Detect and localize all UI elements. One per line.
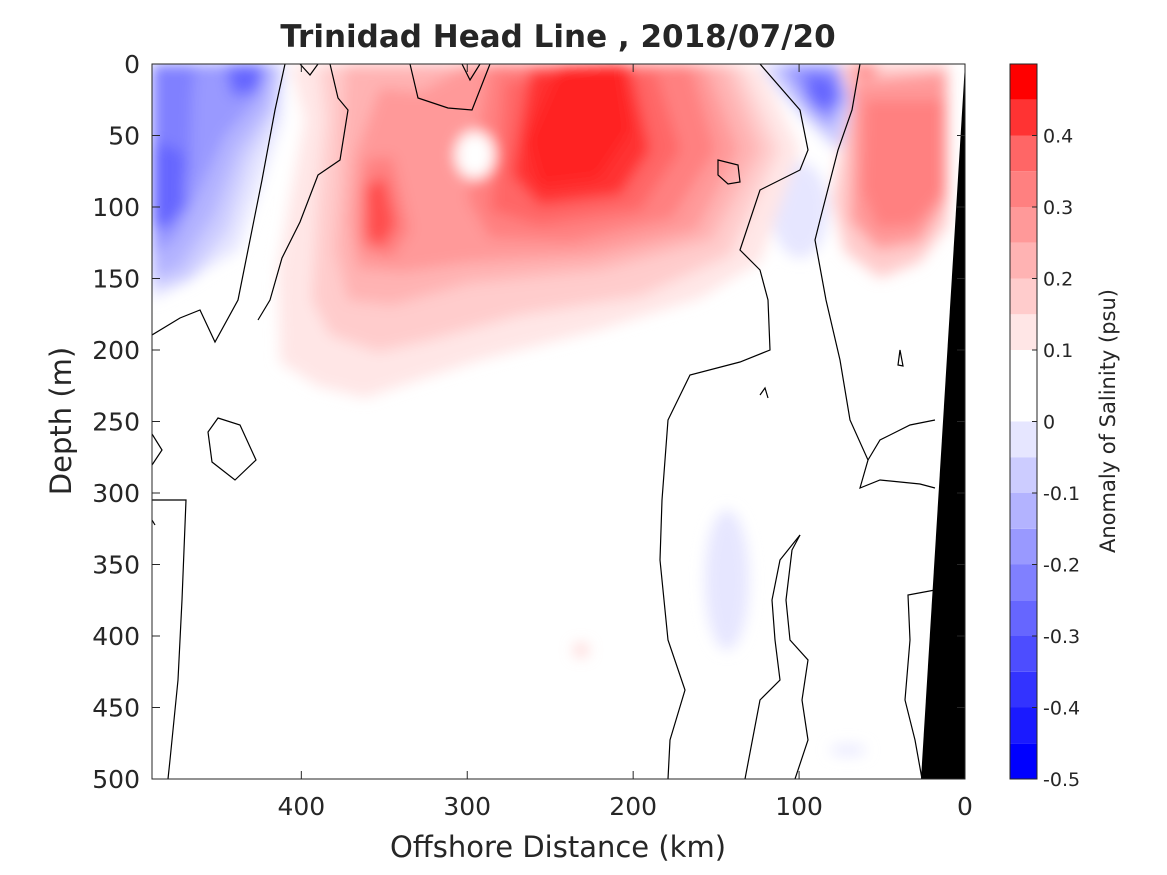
zero-contour-16	[904, 589, 936, 779]
zero-contour-4	[409, 64, 491, 111]
colorbar-tick-label-2: -0.3	[1043, 626, 1080, 648]
chart-title: Trinidad Head Line , 2018/07/20	[280, 19, 835, 55]
zero-contour-3	[257, 64, 349, 321]
bathymetry-seafloor	[921, 64, 965, 779]
y-tick-label-450: 450	[92, 694, 140, 723]
zero-contour-ring-2	[717, 159, 741, 185]
x-tick-label-300: 300	[443, 792, 491, 821]
zero-contour-11	[867, 419, 936, 461]
positive-anomaly-sub-core	[365, 178, 396, 248]
y-tick-label-150: 150	[92, 265, 140, 294]
colorbar-level-15	[1010, 207, 1037, 243]
y-tick-label-250: 250	[92, 408, 140, 437]
colorbar-level-14	[1010, 242, 1037, 279]
colorbar-level-4	[1010, 600, 1037, 636]
colorbar-level-2	[1010, 671, 1037, 708]
zero-contour-13	[759, 386, 769, 399]
negative-anomaly-coastal-core	[805, 72, 838, 112]
colorbar-label: Anomaly of Salinity (psu)	[1096, 289, 1120, 553]
zero-contour-1	[152, 64, 286, 344]
y-tick-label-500: 500	[92, 765, 140, 794]
colorbar-tick-label-6: 0.1	[1043, 340, 1073, 362]
colorbar-tick-label-5: 0	[1043, 412, 1055, 434]
colorbar-tick-label-1: -0.4	[1043, 698, 1080, 720]
colorbar-tick-label-3: -0.2	[1043, 555, 1080, 577]
colorbar-level-18	[1010, 99, 1037, 136]
x-tick-label-200: 200	[609, 792, 657, 821]
colorbar-level-5	[1010, 564, 1037, 601]
positive-anomaly-core	[528, 64, 630, 185]
x-tick-label-400: 400	[277, 792, 325, 821]
zero-contour-lines	[152, 64, 936, 779]
x-tick-label-0: 0	[957, 792, 973, 821]
zero-contour-6	[152, 433, 163, 466]
colorbar-level-11	[1010, 350, 1037, 386]
negative-patch-deep	[705, 510, 749, 650]
x-axis-label: Offshore Distance (km)	[390, 830, 726, 864]
zero-contour-14	[785, 534, 809, 779]
positive-notch	[455, 131, 495, 179]
colorbar-level-8	[1010, 457, 1037, 493]
x-axis: 400 300 200 100 0	[277, 64, 973, 821]
colorbar-tick-label-7: 0.2	[1043, 269, 1073, 291]
y-axis-label: Depth (m)	[44, 347, 78, 495]
x-tick-label-100: 100	[775, 792, 823, 821]
colorbar-level-16	[1010, 171, 1037, 207]
colorbar-tick-label-9: 0.4	[1043, 126, 1073, 148]
colorbar-level-0	[1010, 743, 1037, 779]
y-tick-label-200: 200	[92, 336, 140, 365]
colorbar-tick-label-8: 0.3	[1043, 197, 1073, 219]
plot-area	[151, 63, 966, 780]
y-tick-label-400: 400	[92, 622, 140, 651]
y-tick-label-350: 350	[92, 551, 140, 580]
zero-contour-2	[299, 64, 319, 76]
anomaly-field	[152, 64, 948, 755]
colorbar: -0.5 -0.4 -0.3 -0.2 -0.1 0 0.1 0.2 0.3 0.4	[1009, 63, 1080, 791]
zero-contour-7	[152, 499, 187, 779]
colorbar-tick-label-4: -0.1	[1043, 483, 1080, 505]
colorbar-level-7	[1010, 493, 1037, 529]
colorbar-level-19	[1010, 64, 1037, 100]
y-tick-label-300: 300	[92, 479, 140, 508]
positive-anomaly-coastal-top	[850, 64, 880, 78]
colorbar-level-9	[1010, 421, 1037, 458]
y-tick-label-50: 50	[108, 122, 140, 151]
zero-contour-15	[744, 534, 801, 779]
colorbar-level-3	[1010, 636, 1037, 672]
zero-contour-10	[814, 64, 936, 490]
positive-anomaly-coastal-inner	[862, 100, 945, 228]
y-tick-label-0: 0	[124, 50, 140, 79]
colorbar-tick-label-0: -0.5	[1043, 769, 1080, 791]
colorbar-level-1	[1010, 707, 1037, 744]
colorbar-level-17	[1010, 135, 1037, 172]
zero-contour-ring	[207, 417, 257, 481]
colorbar-level-6	[1010, 528, 1037, 565]
zero-contour-5	[461, 64, 481, 82]
y-tick-label-100: 100	[92, 193, 140, 222]
positive-patch-deep	[574, 644, 588, 656]
negative-anomaly-west-core-upper	[226, 64, 264, 96]
zero-contour-12	[897, 349, 904, 367]
colorbar-level-13	[1010, 278, 1037, 315]
y-axis: 0 50 100 150 200 250 300 350 400 450 500	[92, 50, 965, 794]
negative-patch-4	[830, 745, 866, 755]
colorbar-level-12	[1010, 314, 1037, 350]
negative-anomaly-west-core-lower	[152, 140, 186, 228]
colorbar-level-10	[1010, 385, 1037, 422]
zero-contour-9	[659, 64, 809, 779]
